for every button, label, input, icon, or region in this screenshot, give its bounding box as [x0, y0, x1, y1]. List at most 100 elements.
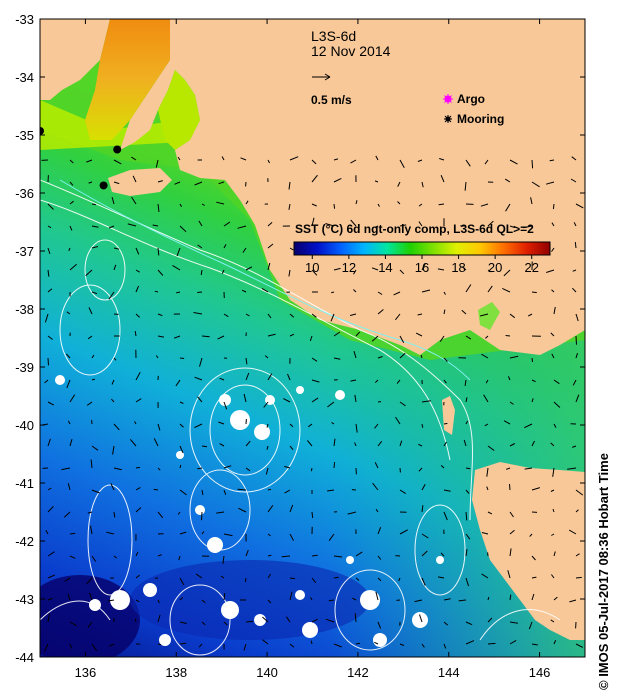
current-vector: [91, 291, 98, 295]
colorbar-ticks: 10 12 14 16 18 20 22: [305, 255, 539, 275]
current-vector: [91, 445, 99, 451]
current-vector: [523, 225, 533, 229]
current-vector: [155, 355, 159, 359]
current-vector: [354, 442, 357, 447]
current-vector: [421, 550, 428, 557]
current-vector: [509, 621, 518, 624]
current-vector: [111, 379, 115, 385]
current-vector: [85, 269, 93, 277]
current-vector: [69, 200, 74, 205]
current-vector: [440, 175, 445, 183]
current-vector: [374, 180, 379, 183]
current-vector: [553, 551, 556, 557]
current-vector: [153, 488, 159, 491]
current-vector: [443, 357, 448, 362]
lat-tick-label: -41: [15, 476, 34, 491]
current-vector: [310, 467, 313, 472]
current-vector: [91, 555, 97, 562]
current-vector: [91, 354, 95, 359]
current-vector: [575, 394, 580, 403]
current-vector: [179, 597, 184, 601]
current-vector: [551, 289, 555, 293]
current-vector: [421, 533, 429, 539]
current-vector: [216, 201, 225, 205]
imos-credit: © IMOS 05-Jul-2017 08:36 Hobart Time: [596, 453, 611, 690]
current-vector: [399, 224, 407, 227]
current-vector: [575, 576, 582, 579]
current-vector: [267, 222, 273, 227]
current-vector: [153, 438, 159, 447]
current-vector: [545, 181, 555, 185]
lon-tick-label: 146: [529, 665, 551, 680]
current-vector: [507, 376, 511, 381]
current-vector: [69, 159, 74, 164]
current-vector: [135, 599, 140, 603]
current-vector: [375, 155, 379, 161]
current-vector: [572, 379, 577, 386]
current-vector: [527, 313, 533, 317]
colorbar: SST (°C) 6d ngt-only comp, L3S-6d QL>=2 …: [293, 222, 551, 275]
current-vector: [134, 421, 137, 425]
current-vector: [550, 574, 555, 579]
current-vector: [569, 599, 577, 603]
current-vector: [157, 247, 160, 256]
current-vector: [179, 577, 185, 586]
current-vector: [289, 333, 295, 337]
current-vector: [67, 593, 71, 601]
current-vector: [311, 554, 318, 557]
current-vector: [157, 423, 161, 431]
shelf-break-line: [59, 179, 471, 381]
current-vector: [47, 401, 55, 406]
current-vector: [575, 313, 579, 322]
current-vector: [311, 511, 314, 519]
argo-legend-icon: [443, 94, 453, 104]
current-vector: [443, 511, 448, 521]
current-vector: [443, 441, 447, 447]
current-vector: [531, 555, 536, 561]
current-vector: [223, 401, 228, 410]
current-vector: [398, 577, 401, 582]
latitude-axis: -33 -34 -35 -36 -37 -38 -39 -40 -41 -42 -43 -44: [15, 12, 585, 665]
current-vector: [397, 201, 401, 205]
current-vector: [505, 203, 511, 212]
current-vectors: [41, 155, 584, 652]
current-vector: [480, 203, 489, 207]
current-vector: [328, 533, 335, 541]
current-vector: [418, 221, 423, 227]
current-vector: [219, 443, 225, 447]
cold-pool-south: [130, 560, 370, 640]
current-vector: [157, 180, 163, 183]
colorbar-tick-label: 20: [488, 260, 502, 275]
mooring-marker: [113, 145, 122, 154]
current-vector: [550, 332, 555, 337]
current-vector: [179, 642, 187, 645]
current-vector: [465, 397, 468, 403]
current-vector: [399, 159, 405, 169]
current-vector: [371, 267, 379, 271]
lat-tick-label: -40: [15, 418, 34, 433]
current-vector: [549, 159, 555, 162]
current-vector: [551, 353, 555, 359]
current-vector: [377, 356, 383, 359]
lat-tick-label: -44: [15, 650, 34, 665]
current-vector: [110, 483, 115, 491]
current-vector: [463, 439, 467, 447]
current-vector: [47, 487, 52, 491]
current-vector: [570, 178, 577, 183]
current-vector: [575, 353, 578, 359]
current-vector: [443, 379, 447, 384]
current-vector: [374, 423, 379, 429]
mooring-marker: [40, 126, 44, 135]
current-vector: [223, 465, 232, 469]
lon-tick-label: 142: [347, 665, 369, 680]
current-vector: [440, 465, 445, 469]
current-vector: [197, 467, 203, 470]
current-vector: [63, 511, 71, 518]
current-vector: [307, 440, 313, 447]
current-vector: [552, 203, 555, 210]
current-vector: [289, 504, 294, 513]
current-vector: [135, 486, 141, 491]
current-vector: [531, 398, 534, 403]
current-vector: [47, 247, 51, 255]
current-vector: [531, 487, 541, 491]
